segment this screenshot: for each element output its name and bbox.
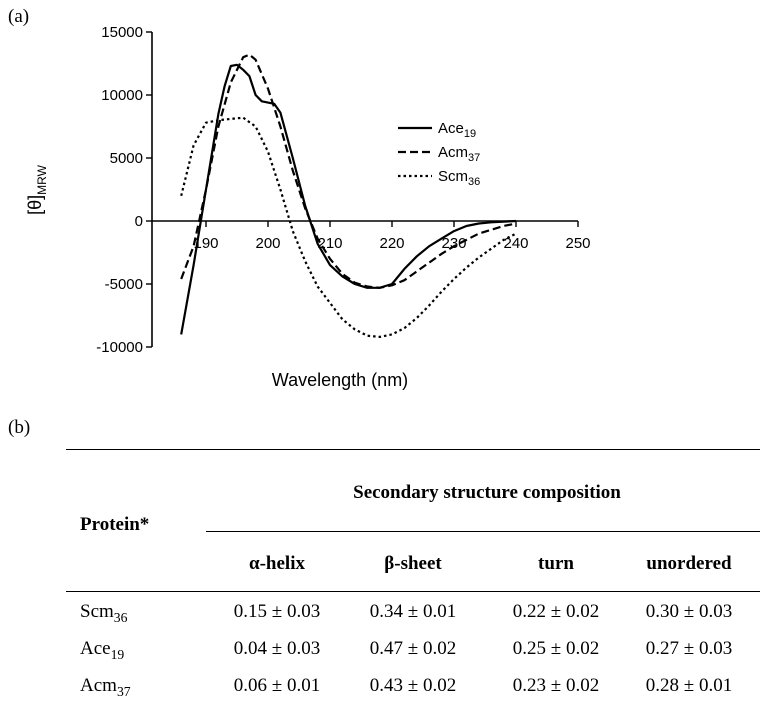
x-tick-label: 230 [441, 235, 466, 252]
value-cell: 0.15 ± 0.03 [233, 601, 321, 622]
x-tick-label: 190 [193, 235, 218, 252]
value-cell: 0.28 ± 0.01 [645, 675, 733, 696]
value-cell: 0.34 ± 0.01 [369, 601, 457, 622]
protein-name-cell: Acm37 [80, 675, 131, 699]
value-cell: 0.25 ± 0.02 [512, 638, 600, 659]
group-column-header: Secondary structure composition [353, 482, 621, 503]
series-line-ace19 [180, 63, 517, 335]
series-line-scm36 [180, 116, 517, 338]
x-axis-title: Wavelength (nm) [272, 370, 408, 390]
y-tick-label: -5000 [105, 276, 143, 293]
x-tick-label: 200 [255, 235, 280, 252]
y-tick-label: -10000 [96, 339, 143, 356]
value-cell: 0.47 ± 0.02 [369, 638, 457, 659]
y-tick-label: 0 [135, 213, 143, 230]
x-tick-label: 250 [565, 235, 590, 252]
value-cell: 0.06 ± 0.01 [233, 675, 321, 696]
y-axis-title: [θ]MRW [25, 164, 49, 214]
series-line-acm37 [180, 53, 517, 289]
protein-subscript: 37 [116, 683, 131, 699]
column-header-beta-sheet: β-sheet [384, 553, 442, 574]
legend-label-ace19: Ace19 [438, 120, 476, 140]
panel-label-b: (b) [8, 417, 31, 438]
legend-label-acm37: Acm37 [438, 144, 480, 164]
column-header-alpha-helix: α-helix [249, 553, 305, 574]
x-tick-label: 240 [503, 235, 528, 252]
column-header-turn: turn [538, 553, 574, 574]
y-tick-label: 15000 [101, 24, 143, 41]
protein-name: Acm [80, 675, 117, 696]
column-header-unordered: unordered [646, 553, 732, 574]
value-cell: 0.04 ± 0.03 [233, 638, 321, 659]
value-cell: 0.22 ± 0.02 [512, 601, 600, 622]
protein-name: Ace [80, 638, 111, 659]
protein-name: Scm [80, 601, 114, 622]
table-header-rule [66, 591, 760, 592]
table-top-rule [66, 449, 760, 450]
protein-name-cell: Scm36 [80, 601, 128, 625]
y-tick-label: 5000 [110, 150, 143, 167]
x-tick-label: 220 [379, 235, 404, 252]
panel-label-a: (a) [8, 6, 30, 27]
protein-name-cell: Ace19 [80, 638, 125, 662]
protein-column-header: Protein* [80, 514, 150, 535]
value-cell: 0.43 ± 0.02 [369, 675, 457, 696]
value-cell: 0.30 ± 0.03 [645, 601, 733, 622]
group-header-rule [206, 531, 760, 532]
value-cell: 0.27 ± 0.03 [645, 638, 733, 659]
y-tick-label: 10000 [101, 87, 143, 104]
value-cell: 0.23 ± 0.02 [512, 675, 600, 696]
protein-subscript: 19 [110, 646, 125, 662]
legend-label-scm36: Scm36 [438, 168, 480, 188]
protein-subscript: 36 [113, 609, 128, 625]
